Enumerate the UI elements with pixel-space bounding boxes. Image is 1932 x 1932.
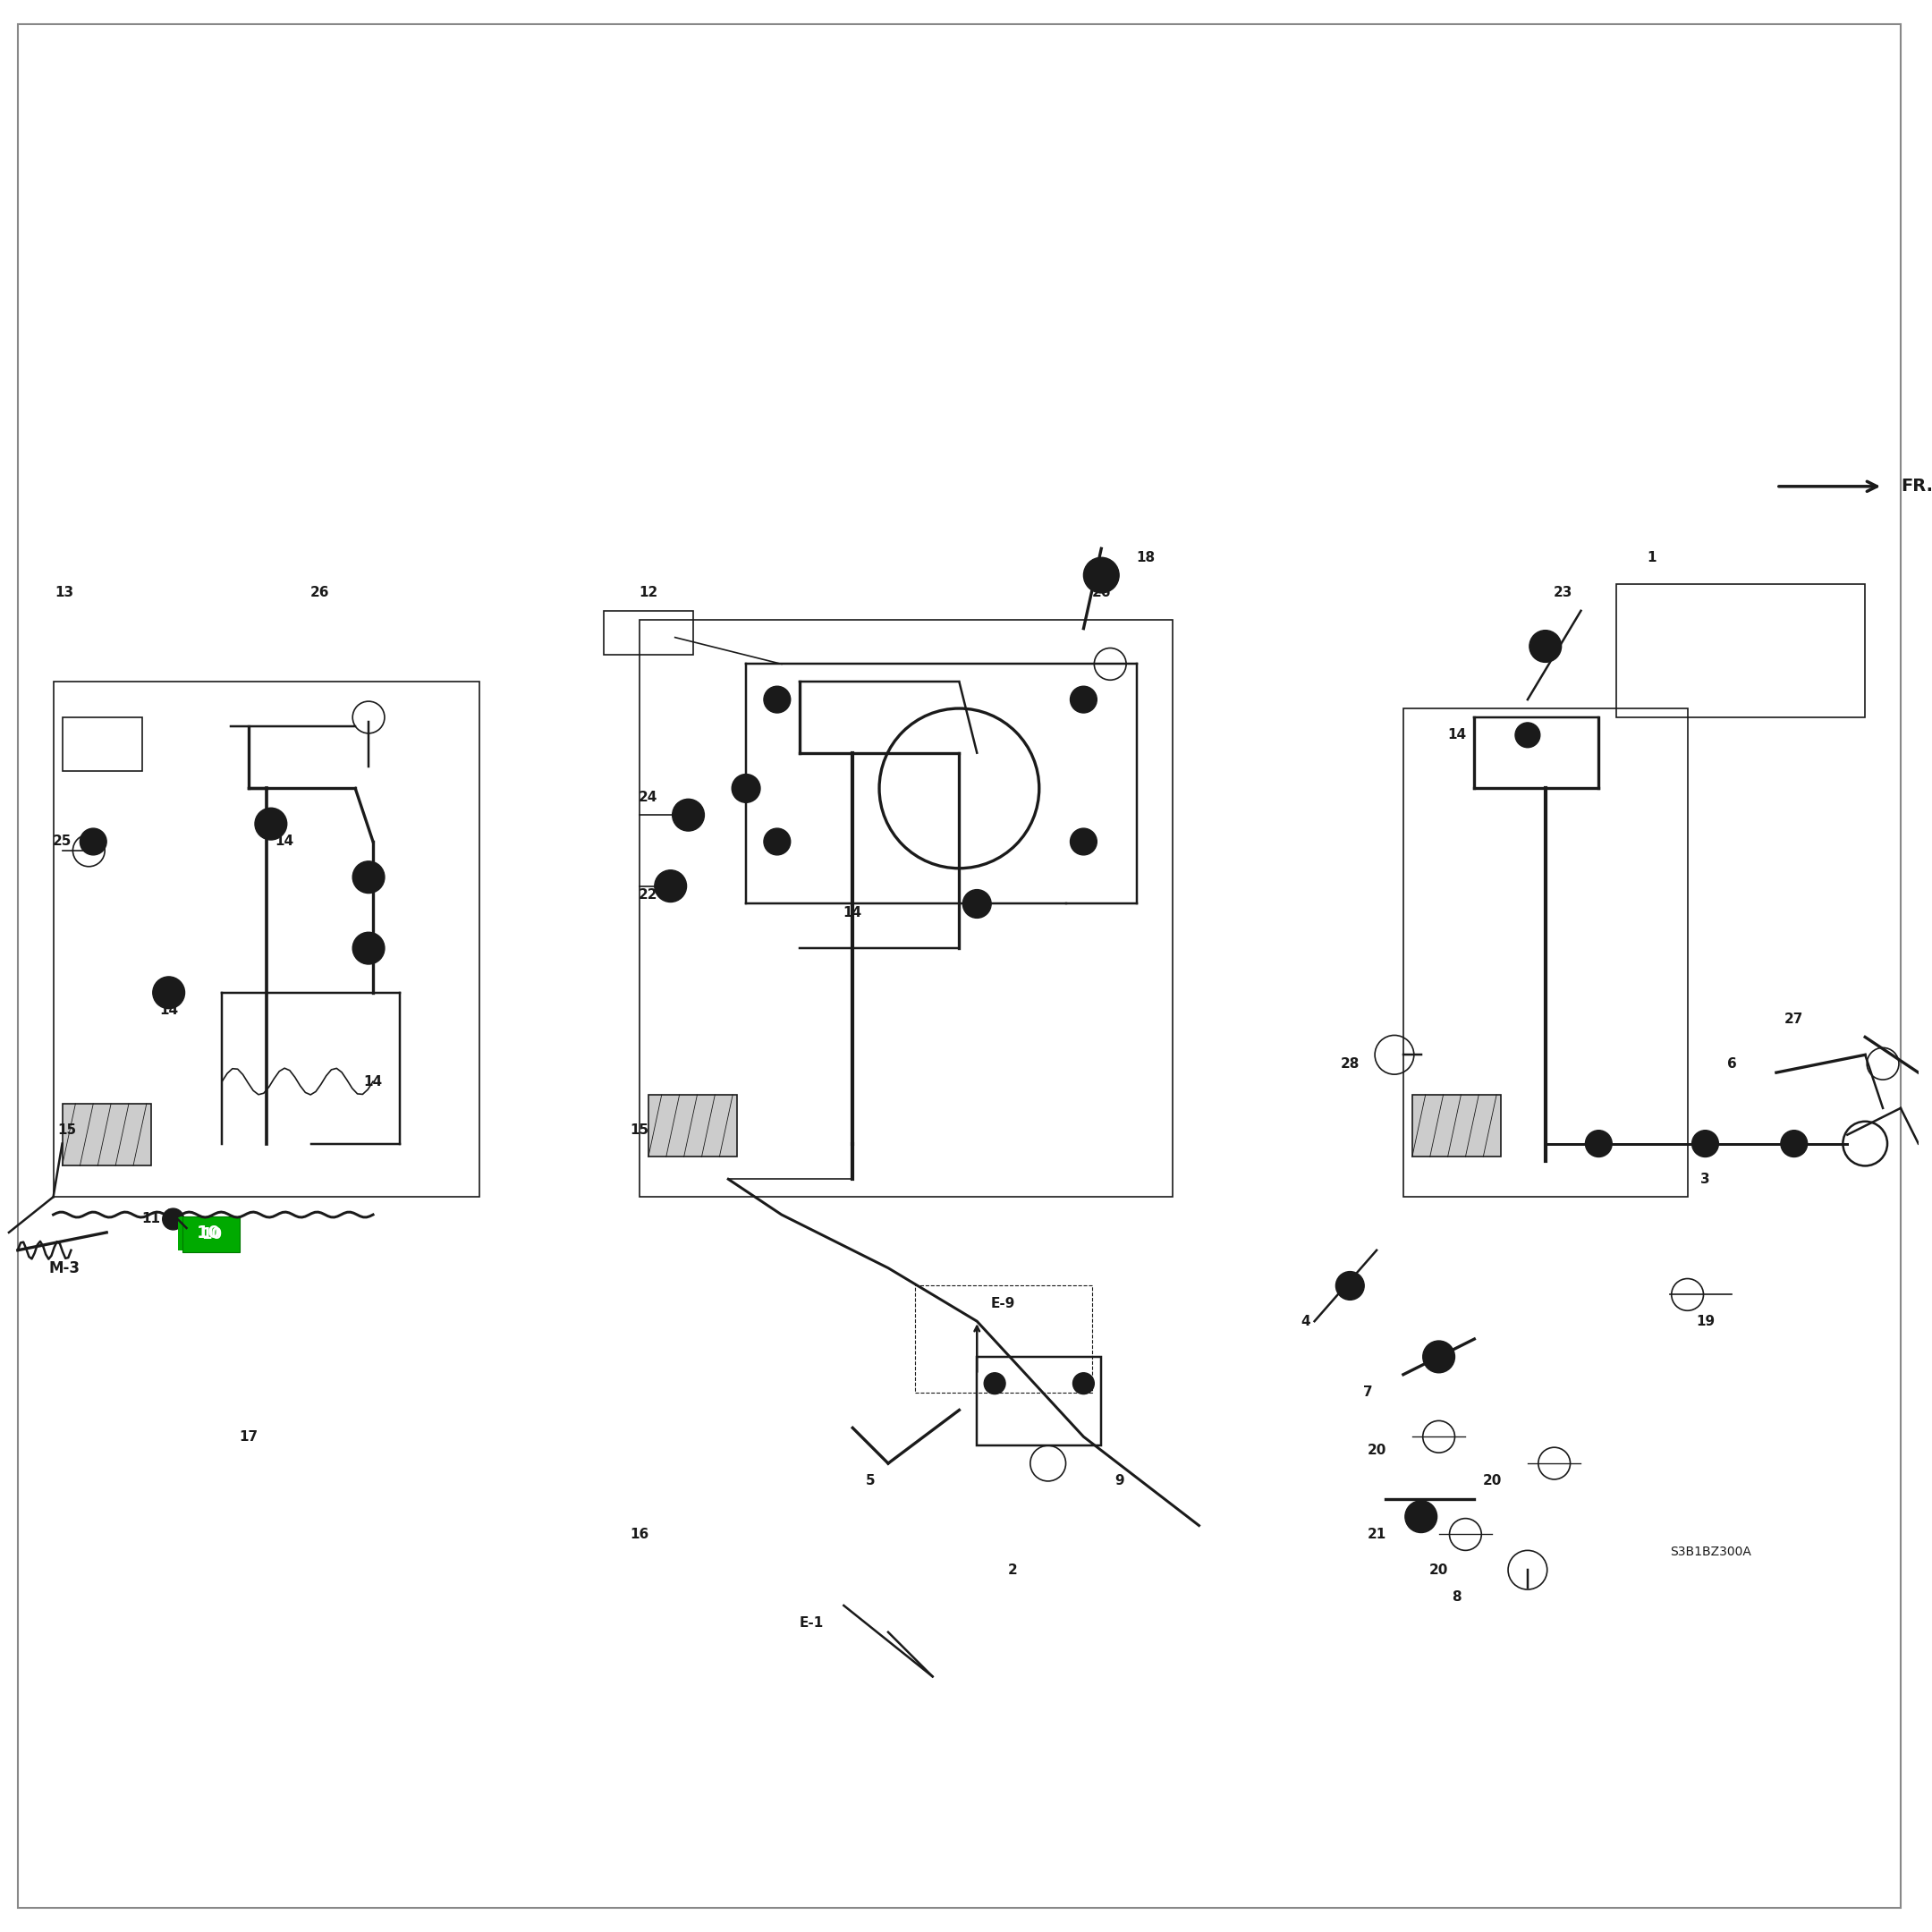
Text: 14: 14 bbox=[363, 1074, 383, 1088]
Text: 14: 14 bbox=[158, 1005, 178, 1016]
Circle shape bbox=[162, 1208, 184, 1231]
Text: 12: 12 bbox=[639, 585, 659, 599]
Text: 5: 5 bbox=[866, 1474, 875, 1488]
Bar bbox=[605, 611, 694, 655]
Text: E-9: E-9 bbox=[991, 1296, 1014, 1310]
Circle shape bbox=[1070, 686, 1097, 713]
Circle shape bbox=[763, 686, 790, 713]
Text: 2: 2 bbox=[1009, 1563, 1018, 1577]
Bar bbox=[649, 1095, 738, 1157]
Text: S3B1BZ300A: S3B1BZ300A bbox=[1669, 1546, 1750, 1559]
Text: 20: 20 bbox=[1430, 1563, 1449, 1577]
Text: E-1: E-1 bbox=[800, 1617, 823, 1631]
Text: 9: 9 bbox=[1115, 1474, 1124, 1488]
Circle shape bbox=[763, 829, 790, 856]
Text: 27: 27 bbox=[1785, 1012, 1804, 1026]
Circle shape bbox=[1530, 630, 1561, 663]
Bar bbox=[182, 1217, 240, 1252]
Text: M-3: M-3 bbox=[48, 1260, 79, 1275]
Circle shape bbox=[153, 978, 185, 1009]
Bar bbox=[62, 1103, 151, 1165]
Text: 18: 18 bbox=[1136, 551, 1155, 564]
Text: 21: 21 bbox=[1368, 1528, 1385, 1542]
Text: 26: 26 bbox=[1092, 585, 1111, 599]
Bar bbox=[178, 1217, 240, 1250]
Text: 23: 23 bbox=[1553, 585, 1573, 599]
Circle shape bbox=[732, 775, 761, 802]
Text: 8: 8 bbox=[1451, 1590, 1461, 1604]
Text: 15: 15 bbox=[58, 1124, 75, 1138]
Circle shape bbox=[1072, 1374, 1094, 1395]
Bar bbox=[1412, 1095, 1501, 1157]
Text: 11: 11 bbox=[141, 1213, 160, 1225]
Circle shape bbox=[79, 829, 106, 856]
Text: 6: 6 bbox=[1727, 1057, 1737, 1070]
Text: FR.: FR. bbox=[1901, 477, 1932, 495]
Circle shape bbox=[1335, 1271, 1364, 1300]
Bar bbox=[54, 682, 479, 1198]
Bar bbox=[914, 1285, 1092, 1393]
Text: 10: 10 bbox=[197, 1225, 220, 1242]
Circle shape bbox=[1405, 1501, 1437, 1532]
Circle shape bbox=[1422, 1341, 1455, 1374]
Text: 17: 17 bbox=[240, 1430, 259, 1443]
Circle shape bbox=[655, 869, 686, 902]
Text: 20: 20 bbox=[1368, 1443, 1385, 1457]
Circle shape bbox=[1070, 829, 1097, 856]
Text: 13: 13 bbox=[54, 585, 73, 599]
Circle shape bbox=[354, 862, 384, 893]
Bar bbox=[978, 1356, 1101, 1445]
Bar bbox=[62, 717, 143, 771]
Circle shape bbox=[1515, 723, 1540, 748]
Text: 15: 15 bbox=[630, 1124, 649, 1138]
Circle shape bbox=[1084, 558, 1119, 593]
Circle shape bbox=[672, 800, 705, 831]
Text: 14: 14 bbox=[842, 906, 862, 920]
Bar bbox=[639, 620, 1173, 1198]
Circle shape bbox=[1692, 1130, 1719, 1157]
Text: 14: 14 bbox=[274, 835, 294, 848]
Text: 7: 7 bbox=[1362, 1385, 1372, 1399]
Circle shape bbox=[354, 933, 384, 964]
Circle shape bbox=[255, 808, 286, 840]
Bar bbox=[1403, 709, 1687, 1198]
Circle shape bbox=[962, 889, 991, 918]
Text: 4: 4 bbox=[1300, 1314, 1310, 1327]
Text: 19: 19 bbox=[1696, 1314, 1716, 1327]
Text: 22: 22 bbox=[639, 889, 659, 902]
Text: 1: 1 bbox=[1648, 551, 1656, 564]
Bar bbox=[1617, 583, 1864, 717]
Text: 14: 14 bbox=[1447, 728, 1466, 742]
Text: 20: 20 bbox=[1482, 1474, 1501, 1488]
Text: 10: 10 bbox=[201, 1227, 222, 1242]
Text: 25: 25 bbox=[52, 835, 71, 848]
Text: 24: 24 bbox=[639, 790, 659, 804]
Circle shape bbox=[983, 1374, 1005, 1395]
Text: 3: 3 bbox=[1700, 1173, 1710, 1186]
Circle shape bbox=[1781, 1130, 1806, 1157]
Text: 28: 28 bbox=[1341, 1057, 1360, 1070]
Text: 16: 16 bbox=[630, 1528, 649, 1542]
Text: 26: 26 bbox=[311, 585, 328, 599]
Circle shape bbox=[1586, 1130, 1611, 1157]
